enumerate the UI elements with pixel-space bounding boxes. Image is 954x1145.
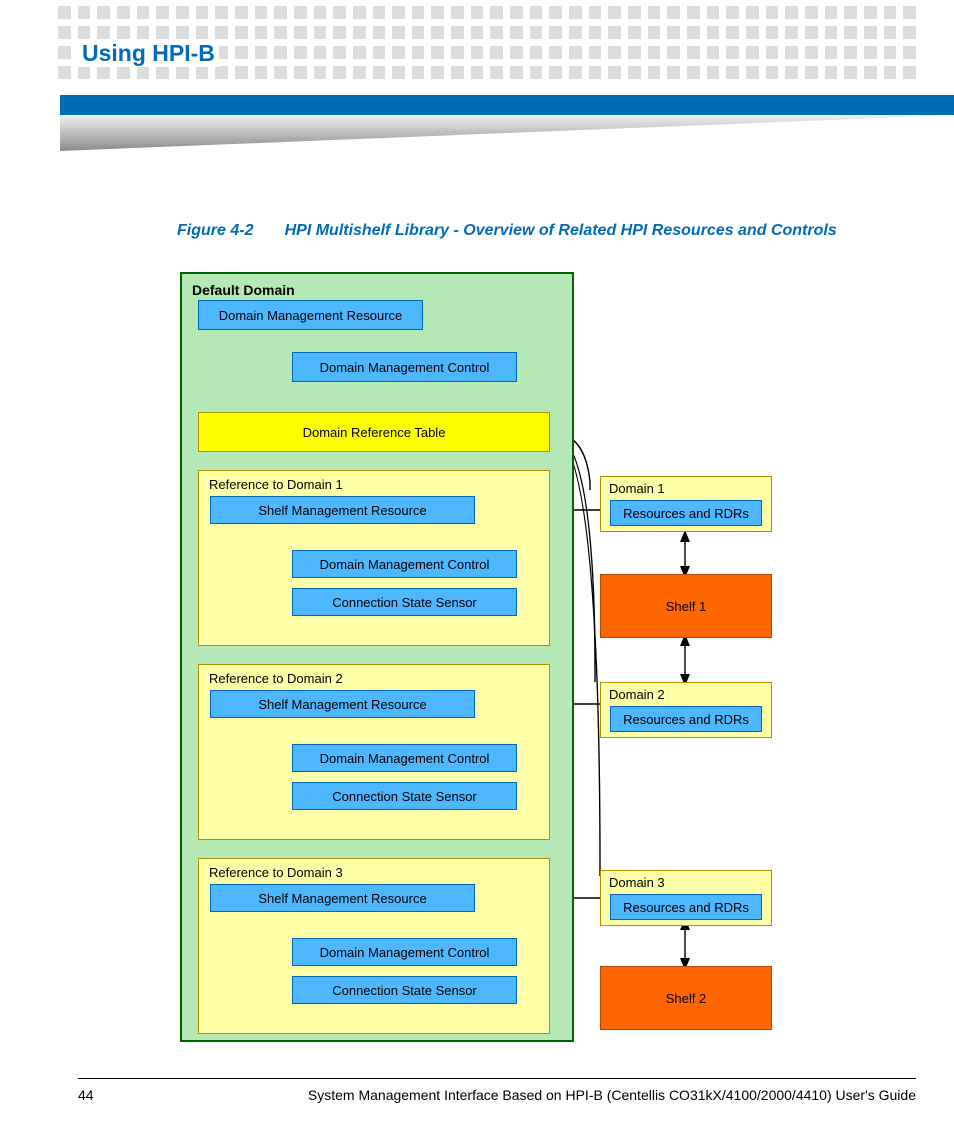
connection-state-sensor-1: Connection State Sensor <box>292 588 517 616</box>
domain-management-control: Domain Management Control <box>292 352 517 382</box>
domain-1-resources: Resources and RDRs <box>610 500 762 526</box>
shelf-management-resource-2: Shelf Management Resource <box>210 690 475 718</box>
domain-2-resources: Resources and RDRs <box>610 706 762 732</box>
domain-management-control-3: Domain Management Control <box>292 938 517 966</box>
figure-label: Figure 4-2 <box>177 222 253 239</box>
domain-3-title: Domain 3 <box>609 875 665 890</box>
header-blue-bar <box>60 95 954 115</box>
header-wedge <box>60 115 954 151</box>
reference-domain-1-title: Reference to Domain 1 <box>209 477 343 492</box>
shelf-1: Shelf 1 <box>600 574 772 638</box>
default-domain-title: Default Domain <box>192 282 562 298</box>
domain-management-resource: Domain Management Resource <box>198 300 423 330</box>
domain-3-resources: Resources and RDRs <box>610 894 762 920</box>
reference-domain-3-title: Reference to Domain 3 <box>209 865 343 880</box>
diagram: Default Domain Domain Management Resourc… <box>180 272 820 1046</box>
footer-rule <box>78 1078 916 1079</box>
shelf-2: Shelf 2 <box>600 966 772 1030</box>
domain-management-control-2: Domain Management Control <box>292 744 517 772</box>
reference-domain-2-title: Reference to Domain 2 <box>209 671 343 686</box>
domain-2-title: Domain 2 <box>609 687 665 702</box>
figure-caption-text: HPI Multishelf Library - Overview of Rel… <box>285 222 837 239</box>
shelf-management-resource-1: Shelf Management Resource <box>210 496 475 524</box>
domain-reference-table: Domain Reference Table <box>198 412 550 452</box>
domain-1-title: Domain 1 <box>609 481 665 496</box>
page-number: 44 <box>78 1087 94 1103</box>
footer-text: System Management Interface Based on HPI… <box>308 1087 916 1103</box>
connection-state-sensor-3: Connection State Sensor <box>292 976 517 1004</box>
figure-caption: Figure 4-2 HPI Multishelf Library - Over… <box>177 222 837 240</box>
page-section-title: Using HPI-B <box>78 40 219 67</box>
connection-state-sensor-2: Connection State Sensor <box>292 782 517 810</box>
domain-management-control-1: Domain Management Control <box>292 550 517 578</box>
shelf-management-resource-3: Shelf Management Resource <box>210 884 475 912</box>
